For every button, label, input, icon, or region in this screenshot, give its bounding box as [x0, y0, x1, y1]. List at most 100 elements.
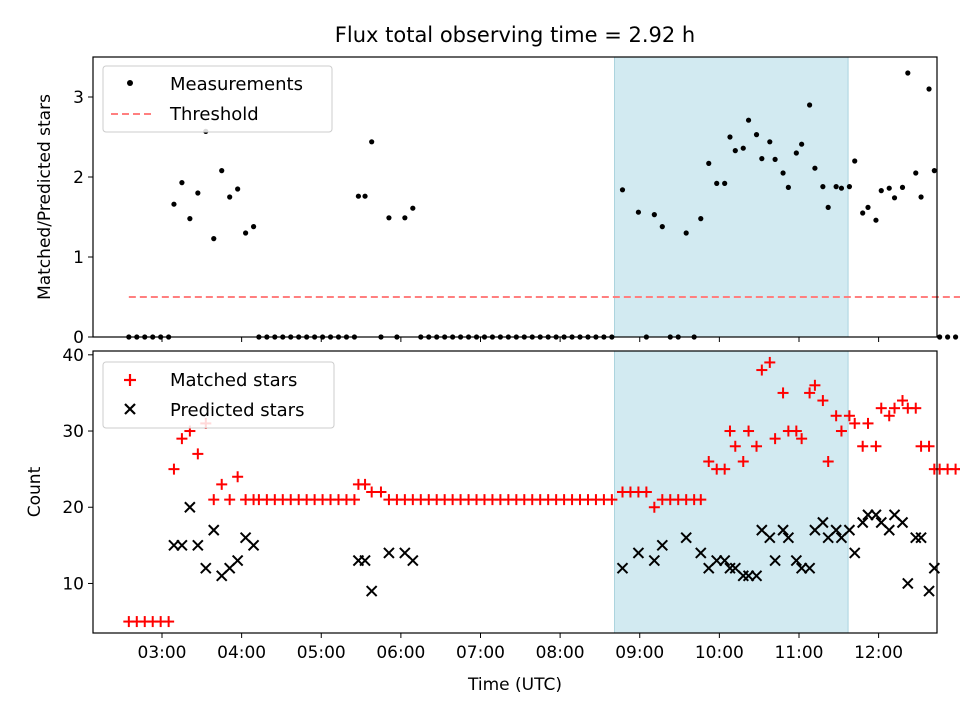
- matched-star-point: [208, 494, 220, 506]
- predicted-star-point: [365, 585, 378, 597]
- matched-star-point: [849, 417, 861, 429]
- bottom-axes-frame: [92, 350, 938, 634]
- x-tick-label: 08:00: [536, 643, 585, 663]
- legend-x-marker: [124, 403, 136, 415]
- predicted-star-point: [856, 516, 869, 529]
- matched-star-point: [889, 402, 901, 414]
- bottom-y-tick-label: 40: [62, 346, 84, 366]
- measurement-point: [369, 139, 375, 145]
- measurement-point: [793, 150, 799, 156]
- measurement-point: [722, 180, 728, 186]
- measurement-point: [745, 117, 752, 123]
- measurement-point: [913, 170, 919, 176]
- measurement-point: [860, 210, 866, 216]
- measurement-point: [362, 193, 368, 199]
- x-tick-label: 03:00: [138, 643, 187, 663]
- predicted-star-point: [616, 562, 629, 574]
- predicted-star-point: [247, 539, 260, 552]
- measurement-point: [852, 158, 858, 164]
- measurement-point: [838, 185, 845, 191]
- matched-star-point: [359, 478, 371, 490]
- measurement-point: [905, 70, 911, 76]
- x-tick-label: 07:00: [456, 643, 505, 663]
- predicted-star-point: [718, 554, 731, 567]
- measurement-point: [402, 215, 408, 221]
- matched-star-point: [640, 486, 652, 498]
- top-y-tick-label: 0: [73, 328, 84, 348]
- measurement-point: [171, 201, 177, 207]
- measurement-point: [195, 190, 201, 196]
- measurement-point: [899, 184, 906, 190]
- matched-star-point: [348, 494, 360, 506]
- matched-star-point: [896, 395, 908, 407]
- predicted-star-point: [764, 532, 776, 544]
- measurement-point: [937, 334, 943, 340]
- bottom-y-tick-label: 30: [62, 422, 84, 442]
- measurement-point: [714, 180, 720, 186]
- measurement-point: [386, 215, 392, 221]
- predicted-star-point: [928, 562, 941, 574]
- measurement-point: [780, 170, 786, 176]
- legend-label-measurements: Measurements: [170, 74, 303, 95]
- predicted-star-point: [782, 532, 795, 544]
- measurement-point: [945, 334, 951, 340]
- x-tick-label: 05:00: [297, 643, 346, 663]
- measurement-point: [886, 185, 892, 191]
- x-axis-label: Time (UTC): [467, 675, 562, 695]
- predicted-star-point: [359, 554, 371, 567]
- top-legend: Measurements Threshold: [102, 65, 333, 133]
- predicted-star-point: [777, 524, 789, 536]
- measurement-point: [250, 224, 257, 230]
- top-y-tick-label: 2: [73, 168, 84, 188]
- measurement-point: [740, 145, 746, 151]
- predicted-star-point: [200, 562, 212, 574]
- measurement-point: [952, 334, 959, 340]
- x-tick-label: 11:00: [774, 643, 823, 663]
- matched-star-point: [724, 425, 736, 437]
- measurement-point: [619, 187, 626, 193]
- matched-star-point: [695, 494, 707, 506]
- matched-star-point: [375, 486, 387, 498]
- measurement-point: [659, 224, 665, 230]
- measurement-point: [243, 230, 249, 236]
- predicted-star-point: [769, 554, 781, 567]
- top-y-axis-label: Matched/Predicted stars: [35, 94, 55, 300]
- predicted-star-point: [896, 516, 909, 529]
- matched-star-point: [843, 410, 855, 422]
- predicted-star-point: [383, 547, 395, 559]
- matched-star-point: [910, 402, 922, 414]
- predicted-star-point: [632, 547, 645, 559]
- predicted-star-point: [902, 577, 914, 590]
- measurement-point: [635, 209, 642, 215]
- matched-star-point: [163, 616, 175, 628]
- predicted-star-point: [656, 539, 669, 552]
- matched-star-point: [176, 433, 188, 445]
- top-panel: 0 1 2 3 Matched/Predicted stars Measurement…: [35, 56, 960, 348]
- bottom-legend: Matched stars Predicted stars: [102, 361, 335, 429]
- predicted-star-point: [849, 547, 861, 559]
- x-tick-label: 04:00: [217, 643, 266, 663]
- matched-star-point: [606, 494, 618, 506]
- matched-star-point: [751, 440, 763, 452]
- matched-star-point: [703, 456, 715, 468]
- predicted-star-point: [680, 532, 692, 544]
- measurement-point: [931, 168, 937, 174]
- measurement-point: [846, 184, 853, 190]
- predicted-star-point: [843, 524, 856, 536]
- measurement-point: [820, 184, 826, 190]
- predicted-star-point: [176, 539, 188, 552]
- matched-star-point: [809, 379, 821, 391]
- matched-star-point: [835, 425, 847, 437]
- predicted-star-point: [803, 562, 816, 574]
- legend-plus-marker: [124, 374, 136, 386]
- measurement-point: [211, 236, 217, 242]
- measurement-point: [355, 193, 362, 199]
- matched-star-point: [232, 471, 244, 483]
- predicted-star-point: [407, 554, 419, 567]
- matched-star-point: [875, 402, 887, 414]
- measurement-point: [785, 184, 791, 190]
- matched-star-point: [224, 494, 236, 506]
- x-tick-label: 10:00: [695, 643, 744, 663]
- matched-star-point: [192, 448, 204, 460]
